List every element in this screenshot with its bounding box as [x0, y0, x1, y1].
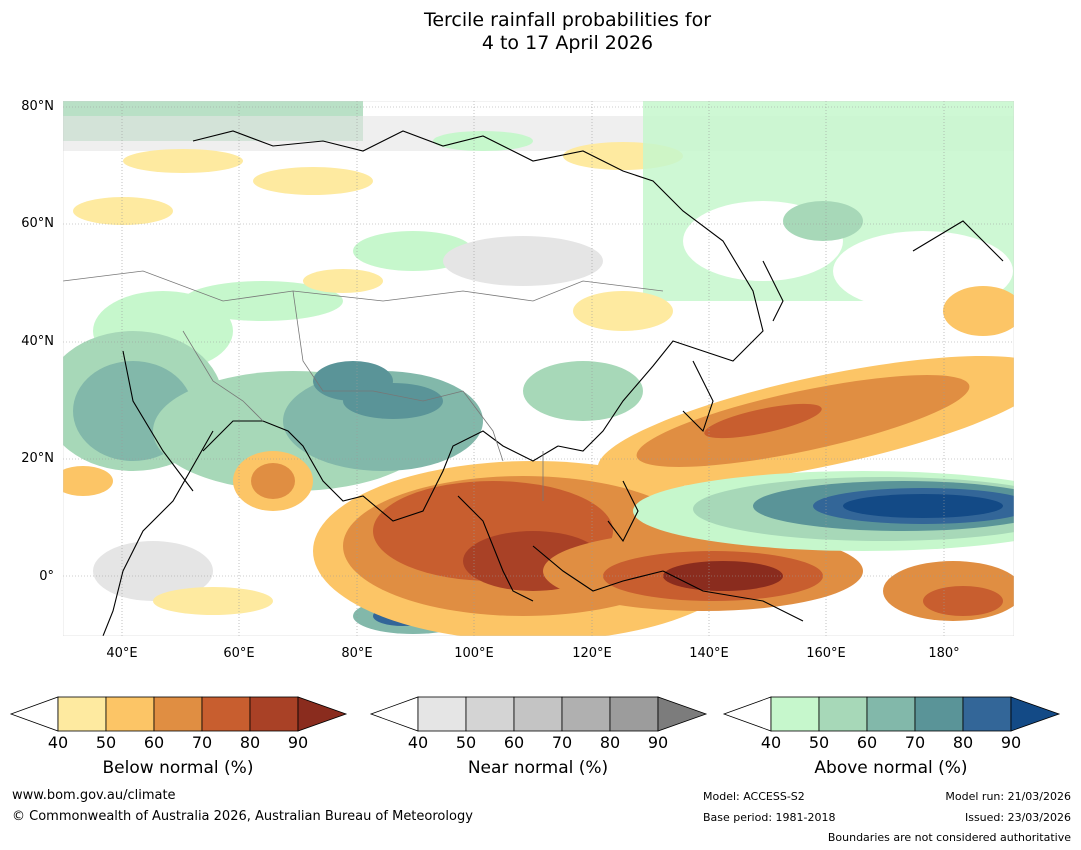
colorbar-above-bin-4	[914, 696, 964, 732]
colorbar-above-bin-2	[818, 696, 868, 732]
colorbar-near-bin-3	[513, 696, 563, 732]
copyright-text: © Commonwealth of Australia 2026, Austra…	[12, 809, 473, 824]
colorbar-above-bin-5	[962, 696, 1012, 732]
graticule	[63, 101, 1014, 636]
colorbar-near-bin-5	[609, 696, 659, 732]
below-tick-50: 50	[95, 733, 117, 752]
colorbar-above-bin-1	[770, 696, 820, 732]
lat-label-60n: 60°N	[21, 216, 54, 231]
above-tick-70: 70	[904, 733, 926, 752]
near-tick-50: 50	[455, 733, 477, 752]
lat-label-80n: 80°N	[21, 99, 54, 114]
lon-label-140e: 140°E	[689, 646, 729, 661]
below-tick-60: 60	[143, 733, 165, 752]
legend-title-near-normal: Near normal (%)	[467, 758, 609, 778]
colorbar-below-extend-low	[9, 696, 59, 732]
northern-probability-field	[63, 101, 1014, 371]
legend-below-normal	[9, 696, 348, 732]
lon-label-160e: 160°E	[806, 646, 846, 661]
model-name: Model: ACCESS-S2	[703, 790, 805, 803]
above-tick-50: 50	[808, 733, 830, 752]
lon-label-100e: 100°E	[454, 646, 494, 661]
colorbar-above-extend-low	[722, 696, 772, 732]
issued-date: Issued: 23/03/2026	[964, 811, 1071, 824]
base-period: Base period: 1981-2018	[703, 811, 836, 824]
colorbar-near-bin-1	[417, 696, 467, 732]
colorbar-near-bin-2	[465, 696, 515, 732]
boundaries-disclaimer: Boundaries are not considered authoritat…	[827, 831, 1071, 844]
colorbar-below-extend-high	[297, 696, 348, 732]
below-tick-80: 80	[239, 733, 261, 752]
below-tick-70: 70	[191, 733, 213, 752]
colorbar-below-bin-4	[201, 696, 251, 732]
colorbar-below-bin-5	[249, 696, 299, 732]
model-run-date: Model run: 21/03/2026	[945, 790, 1071, 803]
pacific-above-normal-band	[633, 471, 1014, 551]
above-tick-40: 40	[760, 733, 782, 752]
colorbar-below-bin-3	[153, 696, 203, 732]
colorbar-near-extend-high	[657, 696, 708, 732]
near-tick-90: 90	[647, 733, 669, 752]
colorbar-above-extend-high	[1010, 696, 1061, 732]
coastlines	[102, 130, 1004, 636]
legend-near-normal	[369, 696, 708, 732]
near-tick-70: 70	[551, 733, 573, 752]
colorbar-near-extend-low	[369, 696, 419, 732]
above-tick-90: 90	[1000, 733, 1022, 752]
political-boundaries	[63, 270, 664, 501]
lon-label-120e: 120°E	[572, 646, 612, 661]
colorbar-below-bin-1	[57, 696, 107, 732]
colorbar-near-normal	[369, 696, 708, 732]
chart-title: Tercile rainfall probabilities for 4 to …	[0, 9, 1081, 55]
title-line-1: Tercile rainfall probabilities for	[423, 9, 712, 31]
legend-above-normal	[722, 696, 1061, 732]
colorbar-above-normal	[722, 696, 1061, 732]
rainfall-probability-map	[63, 101, 1014, 636]
lon-label-40e: 40°E	[106, 646, 138, 661]
lat-label-40n: 40°N	[21, 334, 54, 349]
colorbar-below-normal	[9, 696, 348, 732]
above-tick-80: 80	[952, 733, 974, 752]
website-link[interactable]: www.bom.gov.au/climate	[12, 788, 176, 803]
title-line-2: 4 to 17 April 2026	[481, 32, 654, 54]
lat-label-20n: 20°N	[21, 451, 54, 466]
legend-title-above-normal: Above normal (%)	[814, 758, 968, 778]
lon-label-80e: 80°E	[341, 646, 373, 661]
below-tick-90: 90	[287, 733, 309, 752]
colorbar-near-bin-4	[561, 696, 611, 732]
below-tick-40: 40	[47, 733, 69, 752]
lat-label-0: 0°	[39, 569, 54, 584]
near-tick-80: 80	[599, 733, 621, 752]
colorbar-above-bin-3	[866, 696, 916, 732]
lon-label-180: 180°	[928, 646, 960, 661]
near-tick-40: 40	[407, 733, 429, 752]
legend-title-below-normal: Below normal (%)	[102, 758, 254, 778]
colorbar-below-bin-2	[105, 696, 155, 732]
above-tick-60: 60	[856, 733, 878, 752]
near-tick-60: 60	[503, 733, 525, 752]
lon-label-60e: 60°E	[223, 646, 255, 661]
pacific-below-normal-band	[597, 356, 1014, 486]
